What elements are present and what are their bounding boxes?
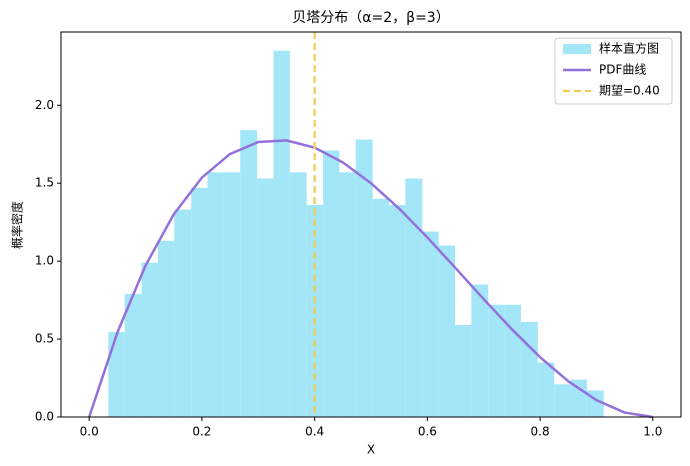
x-tick-label: 1.0 [643,425,662,439]
bar [454,325,472,417]
y-tick-label: 1.0 [35,254,54,268]
x-tick-label: 0.6 [418,425,437,439]
y-tick-label: 0.0 [35,410,54,424]
y-tick-label: 1.5 [35,176,54,190]
x-tick-label: 0.8 [531,425,550,439]
bar [389,205,406,417]
bar [240,130,258,418]
y-tick-label: 2.0 [35,98,54,112]
pdf-curve [87,139,654,419]
bar [273,50,290,417]
y-tick-label: 0.5 [35,332,54,346]
bar [405,178,423,417]
bar [372,198,390,417]
bar [207,172,224,417]
bar [422,231,439,417]
bar [323,150,340,417]
bar [339,172,356,417]
legend-box [554,37,673,105]
bar [124,293,142,417]
bar [223,172,241,417]
x-axis-label: X [367,443,375,457]
bar [289,172,307,417]
x-tick-label: 0.4 [305,425,324,439]
bar [355,139,373,418]
bar [520,321,538,417]
bar [141,262,158,417]
x-tick-label: 0.2 [192,425,211,439]
bar [438,245,455,417]
bar [174,209,192,417]
legend-label: PDF曲线 [599,63,646,77]
x-tick-label: 0.0 [80,425,99,439]
bar [504,304,521,417]
y-axis-label: 概率密度 [10,201,25,249]
bar [488,304,505,417]
legend-label: 样本直方图 [599,41,659,56]
bar [157,240,175,417]
plot-frame [60,31,682,418]
bar [257,178,274,417]
legend-swatch [563,44,591,54]
bar [108,332,125,417]
legend-label: 期望=0.40 [599,84,660,98]
bar [191,187,208,417]
bar [471,284,489,417]
bar [537,362,555,417]
bar [570,379,587,417]
bar [554,384,571,417]
chart-title: 贝塔分布（α=2，β=3） [292,10,449,26]
